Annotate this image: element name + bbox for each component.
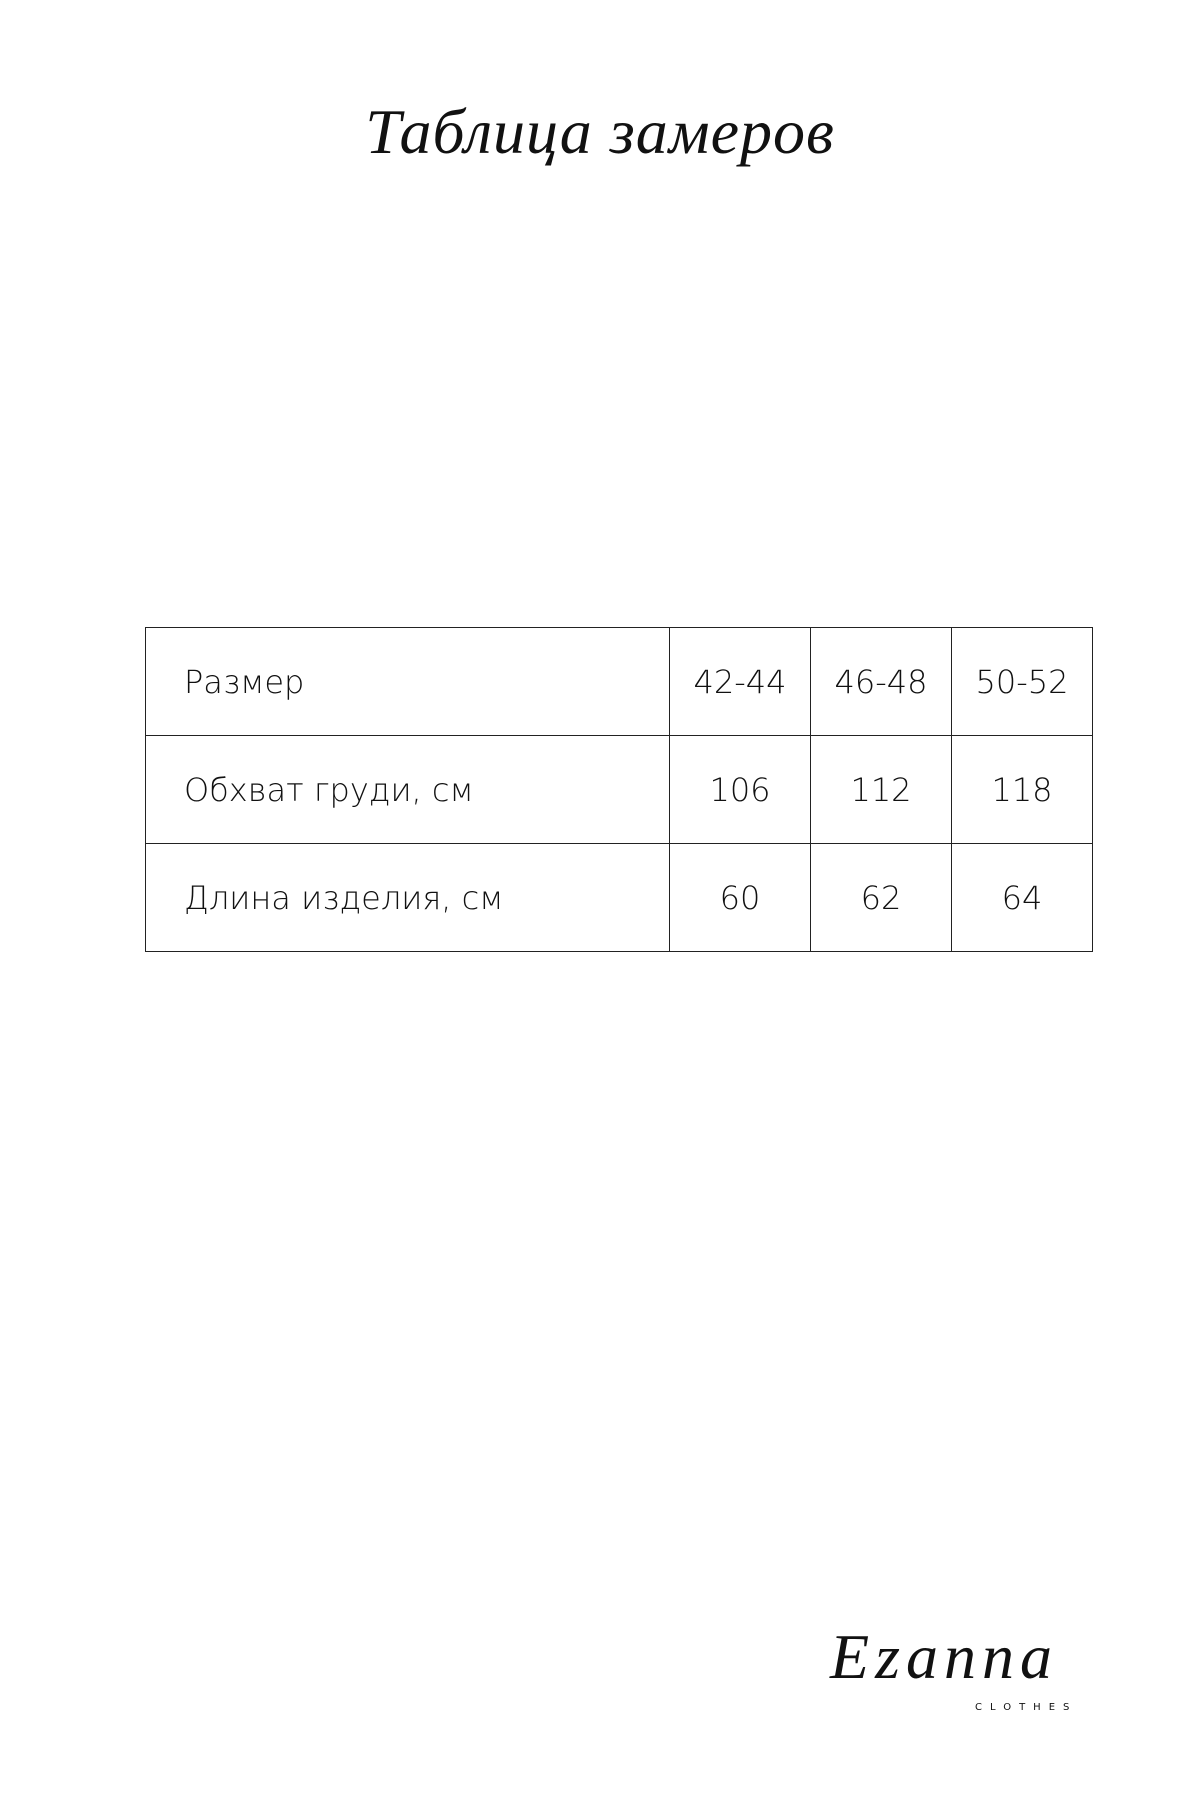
cell: 42-44 (669, 627, 811, 736)
table-body: Размер 42-44 46-48 50-52 Обхват груди, см 106… (145, 627, 1093, 952)
cell: 112 (810, 735, 952, 844)
cell: 50-52 (951, 627, 1093, 736)
cell: 64 (951, 843, 1093, 952)
cell: 62 (810, 843, 952, 952)
cell: 106 (669, 735, 811, 844)
row-label: Обхват груди, см (145, 735, 670, 844)
table-row: Обхват груди, см 106 112 118 (145, 735, 1093, 844)
cell: 60 (669, 843, 811, 952)
row-label: Длина изделия, см (145, 843, 670, 952)
cell: 46-48 (810, 627, 952, 736)
row-label: Размер (145, 627, 670, 736)
table-row: Длина изделия, см 60 62 64 (145, 843, 1093, 952)
table-row: Размер 42-44 46-48 50-52 (145, 627, 1093, 736)
size-table: Размер 42-44 46-48 50-52 Обхват груди, см 106… (145, 627, 1093, 952)
brand-logo: Ezanna (830, 1621, 1058, 1692)
brand-tagline: CLOTHES (975, 1702, 1078, 1713)
cell: 118 (951, 735, 1093, 844)
page-title: Таблица замеров (365, 96, 835, 167)
